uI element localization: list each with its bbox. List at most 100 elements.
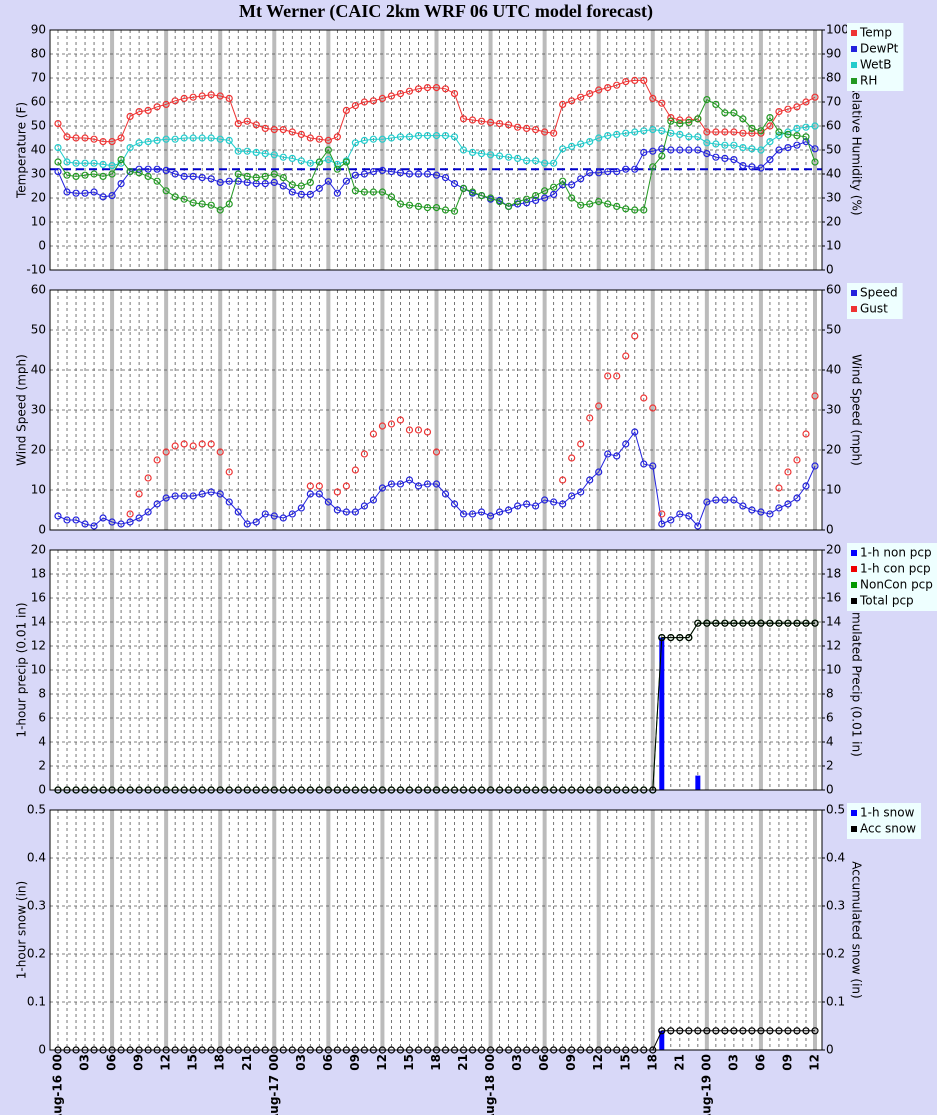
- data-point: [793, 619, 801, 627]
- data-point: [658, 510, 666, 518]
- data-point: [793, 103, 801, 111]
- data-point: [703, 498, 711, 506]
- data-point: [153, 177, 161, 185]
- data-point: [712, 128, 720, 136]
- data-point: [369, 188, 378, 196]
- data-point: [748, 1027, 756, 1035]
- legend-label: WetB: [860, 58, 891, 72]
- data-point: [514, 154, 522, 162]
- data-point: [766, 122, 774, 130]
- data-point: [279, 514, 287, 522]
- data-point: [450, 180, 459, 188]
- data-point: [81, 159, 89, 167]
- y2-tick-label: 30: [826, 403, 841, 417]
- data-point: [459, 146, 468, 154]
- data-point: [802, 133, 810, 141]
- data-point: [568, 454, 576, 462]
- data-point: [369, 168, 378, 176]
- data-point: [712, 140, 720, 148]
- data-point: [459, 184, 468, 192]
- data-point: [577, 140, 585, 148]
- y-tick-label: 20: [31, 443, 46, 457]
- y-tick-label: 18: [31, 567, 46, 581]
- y-tick-label: 40: [31, 143, 46, 157]
- data-point: [586, 414, 594, 422]
- data-point: [360, 170, 369, 178]
- data-point: [144, 106, 152, 115]
- series-line: [57, 125, 816, 167]
- y-tick-label: 10: [31, 215, 46, 229]
- data-point: [486, 194, 495, 202]
- data-point: [144, 172, 152, 180]
- y2-tick-label: 70: [826, 95, 841, 109]
- data-point: [757, 1027, 765, 1035]
- data-point: [550, 498, 558, 506]
- x-tick-label: Aug-18 00: [483, 1054, 497, 1115]
- data-point: [577, 488, 585, 496]
- data-point: [739, 502, 747, 510]
- legend-label: RH: [860, 74, 877, 88]
- data-point: [117, 134, 125, 142]
- data-point: [802, 482, 810, 490]
- legend-swatch: [851, 290, 857, 296]
- data-point: [369, 97, 378, 105]
- data-point: [180, 195, 188, 203]
- y2-tick-label: 20: [826, 443, 841, 457]
- data-point: [162, 166, 170, 174]
- data-point: [369, 496, 378, 504]
- data-point: [99, 193, 107, 201]
- data-point: [721, 154, 729, 162]
- data-point: [126, 510, 134, 518]
- data-point: [649, 94, 657, 103]
- y2-tick-label: 12: [826, 639, 841, 653]
- data-point: [405, 476, 414, 484]
- data-point: [414, 426, 423, 434]
- data-point: [784, 619, 792, 627]
- data-point: [541, 159, 549, 167]
- data-point: [811, 619, 819, 627]
- legend-label: Temp: [859, 26, 892, 40]
- data-point: [613, 130, 621, 138]
- legend-box: [847, 283, 903, 319]
- data-point: [180, 134, 188, 142]
- data-point: [414, 85, 423, 93]
- data-point: [523, 157, 531, 165]
- data-point: [523, 500, 531, 508]
- data-point: [378, 135, 387, 143]
- data-point: [405, 170, 414, 178]
- data-point: [54, 512, 62, 520]
- data-point: [649, 404, 657, 412]
- data-point: [532, 192, 540, 200]
- data-point: [667, 146, 675, 154]
- data-point: [595, 402, 603, 410]
- data-point: [468, 148, 477, 156]
- x-tick-label: 06: [321, 1054, 335, 1071]
- y2-tick-label: 50: [826, 143, 841, 157]
- y2-tick-label: 2: [826, 759, 834, 773]
- data-point: [459, 510, 468, 518]
- data-point: [90, 170, 98, 178]
- data-point: [622, 440, 630, 448]
- data-point: [297, 157, 305, 165]
- data-point: [99, 172, 107, 180]
- data-point: [802, 123, 810, 131]
- data-point: [685, 118, 693, 127]
- legend-swatch: [851, 582, 857, 588]
- data-point: [198, 92, 206, 100]
- data-point: [649, 163, 657, 171]
- x-tick-label: 03: [510, 1054, 524, 1071]
- data-point: [766, 510, 774, 518]
- x-tick-label: 06: [105, 1054, 119, 1071]
- data-point: [712, 619, 720, 627]
- y-tick-label: 0: [38, 239, 46, 253]
- data-point: [270, 151, 278, 159]
- data-point: [360, 502, 369, 510]
- data-point: [721, 141, 729, 149]
- data-point: [486, 512, 495, 520]
- data-point: [234, 508, 242, 516]
- data-point: [261, 510, 269, 518]
- x-tick-label: 12: [591, 1054, 605, 1071]
- data-point: [216, 206, 224, 214]
- data-point: [189, 134, 197, 142]
- data-point: [333, 189, 341, 197]
